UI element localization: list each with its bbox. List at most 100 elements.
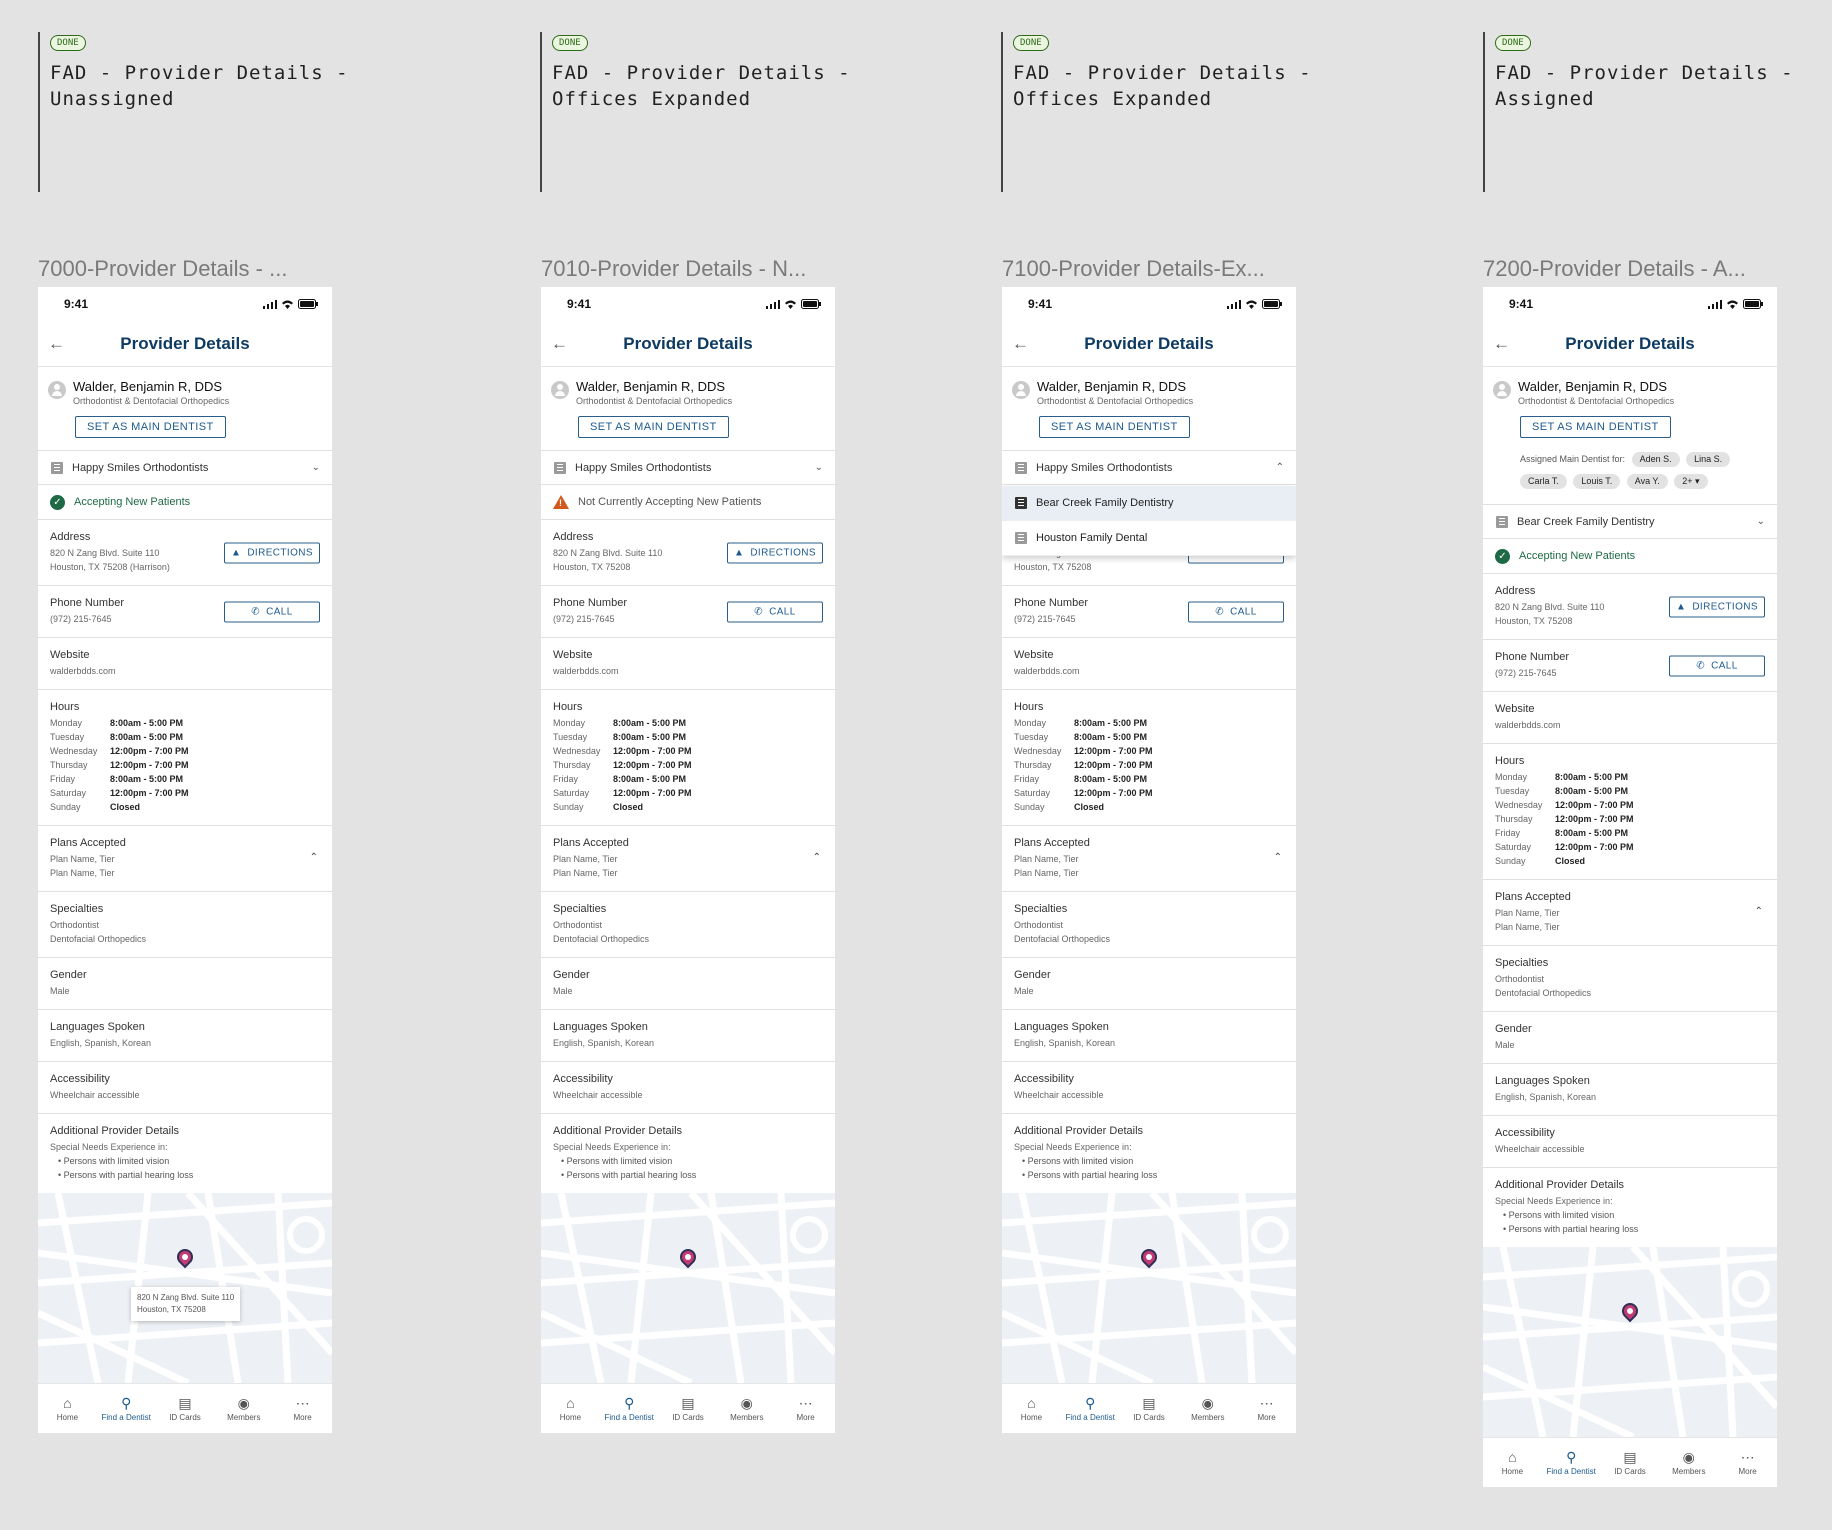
map-street — [38, 1199, 332, 1227]
call-button[interactable]: ✆ CALL — [224, 601, 320, 622]
specialties-label: Specialties — [553, 903, 607, 915]
status-bar: 9:41 — [1483, 287, 1777, 321]
id-card-icon: ▤ — [1623, 1448, 1637, 1465]
map-view[interactable]: 820 N Zang Blvd. Suite 110 Houston, TX 7… — [38, 1193, 332, 1383]
specialties-label: Specialties — [50, 903, 104, 915]
map-street — [38, 1309, 190, 1383]
bullet-text: Persons with limited vision — [566, 1156, 673, 1166]
plans-section[interactable]: Plans Accepted Plan Name, Tier Plan Name… — [1483, 880, 1777, 946]
website-link[interactable]: walderbdds.com — [1014, 666, 1080, 676]
tab-id-cards[interactable]: ▤ ID Cards — [659, 1384, 718, 1433]
tab-id-cards[interactable]: ▤ ID Cards — [1601, 1438, 1660, 1487]
office-selector[interactable]: Happy Smiles Orthodontists ⌄ — [541, 450, 835, 485]
call-button[interactable]: ✆ CALL — [1188, 601, 1284, 622]
tab-home[interactable]: ⌂ Home — [38, 1384, 97, 1433]
phone-icon: ✆ — [1696, 660, 1706, 671]
set-main-dentist-button[interactable]: SET AS MAIN DENTIST — [1520, 416, 1671, 438]
chevron-up-icon[interactable]: ⌃ — [309, 852, 318, 863]
specialties-section: Specialties Orthodontist Dentofacial Ort… — [541, 892, 835, 958]
map-view[interactable] — [541, 1193, 835, 1383]
back-arrow-icon[interactable]: ← — [48, 334, 65, 353]
gender-label: Gender — [50, 969, 87, 981]
map-street — [541, 1309, 693, 1383]
website-section: Website walderbdds.com — [541, 638, 835, 690]
directions-button[interactable]: ▲ DIRECTIONS — [224, 542, 320, 563]
languages-value: English, Spanish, Korean — [1495, 1092, 1597, 1102]
hours-time: 12:00pm - 7:00 PM — [613, 760, 692, 770]
call-button[interactable]: ✆ CALL — [1669, 655, 1765, 676]
website-section: Website walderbdds.com — [38, 638, 332, 690]
map-street — [1499, 1247, 1547, 1437]
plans-section[interactable]: Plans Accepted Plan Name, Tier Plan Name… — [38, 826, 332, 892]
tab-home[interactable]: ⌂ Home — [1002, 1384, 1061, 1433]
tab-more[interactable]: ⋯ More — [776, 1384, 835, 1433]
plans-section[interactable]: Plans Accepted Plan Name, Tier Plan Name… — [541, 826, 835, 892]
tab-id-cards[interactable]: ▤ ID Cards — [156, 1384, 215, 1433]
tab-more[interactable]: ⋯ More — [1237, 1384, 1296, 1433]
directions-button[interactable]: ▲ DIRECTIONS — [727, 542, 823, 563]
website-section: Website walderbdds.com — [1002, 638, 1296, 690]
more-members-chip[interactable]: 2+ ▾ — [1674, 474, 1708, 489]
bullet-text: Persons with partial hearing loss — [1508, 1224, 1639, 1234]
accessibility-section: Accessibility Wheelchair accessible — [38, 1062, 332, 1114]
tab-label: Find a Dentist — [1065, 1412, 1115, 1422]
chevron-up-icon[interactable]: ⌃ — [1754, 906, 1763, 917]
office-selector[interactable]: Happy Smiles Orthodontists ⌄ — [38, 450, 332, 485]
chevron-up-icon[interactable]: ⌃ — [1273, 852, 1282, 863]
hours-table: Monday 8:00am - 5:00 PM Tuesday 8:00am - 5… — [1014, 716, 1284, 814]
hours-time: 12:00pm - 7:00 PM — [1074, 746, 1153, 756]
additional-section: Additional Provider Details Special Need… — [1483, 1168, 1777, 1247]
hours-day: Wednesday — [1495, 800, 1543, 810]
map-view[interactable] — [1483, 1247, 1777, 1437]
tab-find-dentist[interactable]: ⚲ Find a Dentist — [1542, 1438, 1601, 1487]
office-option-houston[interactable]: Houston Family Dental — [1002, 521, 1296, 556]
office-selector[interactable]: Bear Creek Family Dentistry ⌄ — [1483, 504, 1777, 539]
office-option-bear-creek[interactable]: Bear Creek Family Dentistry — [1002, 486, 1296, 521]
bottom-tab-bar: ⌂ Home ⚲ Find a Dentist ▤ ID Cards ◉ Members… — [1483, 1437, 1777, 1487]
back-arrow-icon[interactable]: ← — [551, 334, 568, 353]
additional-intro: Special Needs Experience in: — [553, 1142, 671, 1152]
tab-members[interactable]: ◉ Members — [1659, 1438, 1718, 1487]
tab-home[interactable]: ⌂ Home — [541, 1384, 600, 1433]
accessibility-section: Accessibility Wheelchair accessible — [1483, 1116, 1777, 1168]
phone-value: (972) 215-7645 — [50, 614, 112, 624]
tab-find-dentist[interactable]: ⚲ Find a Dentist — [600, 1384, 659, 1433]
map-streets — [541, 1193, 835, 1383]
bullet-text: Persons with limited vision — [63, 1156, 170, 1166]
office-selector-expanded[interactable]: Happy Smiles Orthodontists ⌃ Bear Creek … — [1002, 450, 1296, 556]
tab-label: More — [796, 1412, 815, 1422]
building-icon — [1015, 532, 1027, 544]
note-title: FAD - Provider Details - Unassigned — [50, 62, 349, 110]
tab-home[interactable]: ⌂ Home — [1483, 1438, 1542, 1487]
back-arrow-icon[interactable]: ← — [1493, 334, 1510, 353]
tab-find-dentist[interactable]: ⚲ Find a Dentist — [97, 1384, 156, 1433]
chevron-up-icon[interactable]: ⌃ — [812, 852, 821, 863]
website-link[interactable]: walderbdds.com — [553, 666, 619, 676]
website-link[interactable]: walderbdds.com — [50, 666, 116, 676]
plans-section[interactable]: Plans Accepted Plan Name, Tier Plan Name… — [1002, 826, 1296, 892]
tab-members[interactable]: ◉ Members — [1178, 1384, 1237, 1433]
tab-members[interactable]: ◉ Members — [214, 1384, 273, 1433]
hours-time: 8:00am - 5:00 PM — [110, 774, 184, 784]
hours-label: Hours — [553, 701, 583, 713]
building-icon — [51, 461, 63, 474]
directions-button[interactable]: ▲ DIRECTIONS — [1669, 596, 1765, 617]
back-arrow-icon[interactable]: ← — [1012, 334, 1029, 353]
website-link[interactable]: walderbdds.com — [1495, 720, 1561, 730]
tab-more[interactable]: ⋯ More — [273, 1384, 332, 1433]
specialties-label: Specialties — [1495, 957, 1549, 969]
set-main-dentist-button[interactable]: SET AS MAIN DENTIST — [75, 416, 226, 438]
map-view[interactable] — [1002, 1193, 1296, 1383]
set-main-dentist-button[interactable]: SET AS MAIN DENTIST — [578, 416, 729, 438]
languages-value: English, Spanish, Korean — [50, 1038, 152, 1048]
tab-members[interactable]: ◉ Members — [717, 1384, 776, 1433]
tab-label: More — [1257, 1412, 1276, 1422]
tab-id-cards[interactable]: ▤ ID Cards — [1120, 1384, 1179, 1433]
call-button[interactable]: ✆ CALL — [727, 601, 823, 622]
tab-find-dentist[interactable]: ⚲ Find a Dentist — [1061, 1384, 1120, 1433]
provider-specialty: Orthodontist & Dentofacial Orthopedics — [1518, 396, 1675, 406]
accessibility-value: Wheelchair accessible — [50, 1090, 140, 1100]
tab-more[interactable]: ⋯ More — [1718, 1438, 1777, 1487]
bullet-text: Persons with limited vision — [1508, 1210, 1615, 1220]
set-main-dentist-button[interactable]: SET AS MAIN DENTIST — [1039, 416, 1190, 438]
